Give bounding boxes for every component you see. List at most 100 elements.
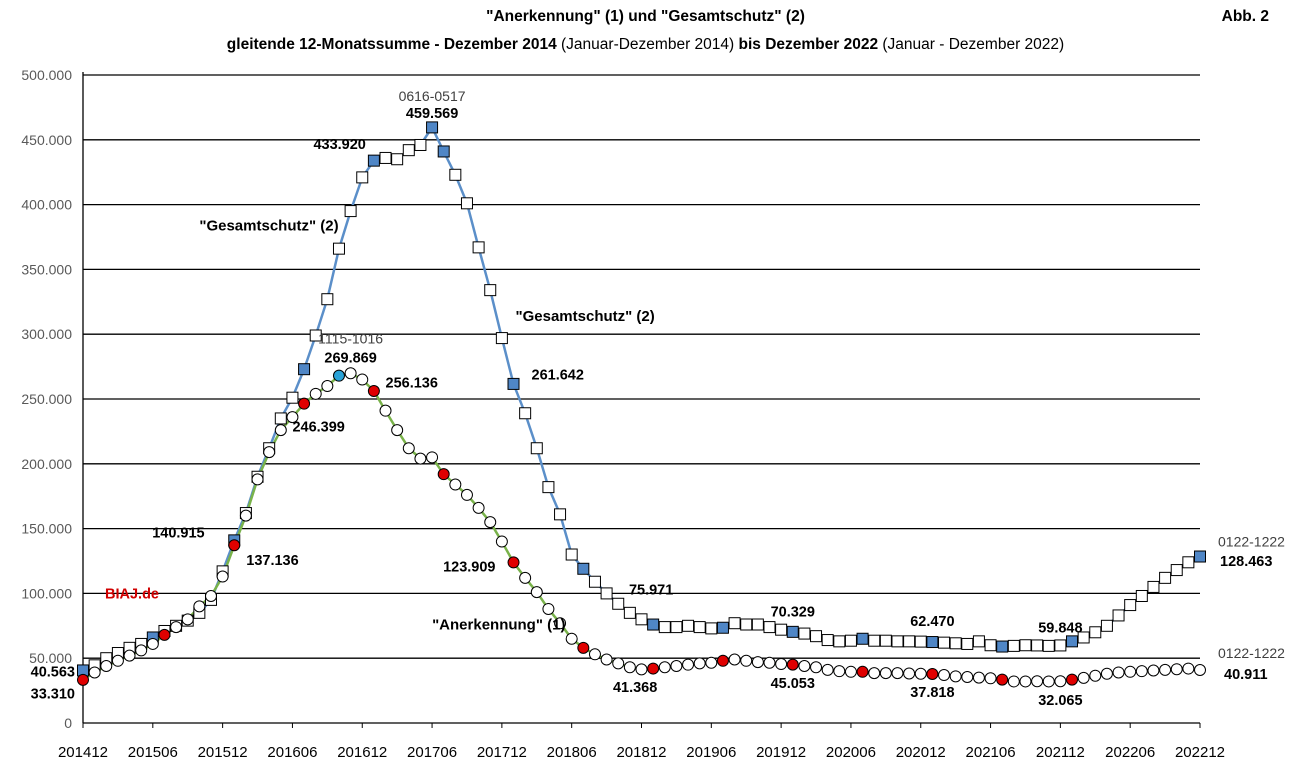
data-point-gesamtschutz (507, 377, 520, 390)
annotation-label: 70.329 (771, 605, 815, 621)
data-point-anerkennung (728, 653, 741, 666)
data-point-gesamtschutz (1054, 639, 1067, 652)
subtitle-part-2: (Januar-Dezember 2014) (556, 36, 735, 53)
data-point-gesamtschutz (705, 622, 718, 635)
data-point-gesamtschutz (484, 284, 497, 297)
data-point-gesamtschutz (949, 637, 962, 650)
data-point-anerkennung (344, 367, 357, 380)
data-point-anerkennung (751, 656, 764, 669)
data-point-anerkennung (647, 662, 660, 675)
data-point-gesamtschutz (332, 242, 345, 255)
data-point-anerkennung (844, 665, 857, 678)
x-tick-label: 201706 (407, 744, 457, 761)
annotation-label: "Gesamtschutz" (2) (516, 308, 655, 325)
data-point-gesamtschutz (938, 636, 951, 649)
data-point-gesamtschutz (321, 293, 334, 306)
annotation-label: 1115-1016 (318, 330, 383, 346)
data-point-anerkennung (1019, 675, 1032, 688)
x-tick-label: 201612 (337, 744, 387, 761)
annotation-label: 123.909 (443, 559, 495, 575)
data-point-gesamtschutz (728, 617, 741, 630)
y-tick-label: 450.000 (21, 132, 72, 148)
data-point-gesamtschutz (367, 154, 380, 167)
data-point-gesamtschutz (1135, 589, 1148, 602)
data-point-gesamtschutz (972, 635, 985, 648)
data-point-anerkennung (1170, 663, 1183, 676)
x-tick-label: 202112 (1036, 744, 1085, 761)
data-point-anerkennung (309, 387, 322, 400)
data-point-anerkennung (1007, 675, 1020, 688)
annotation-label: "Gesamtschutz" (2) (199, 218, 338, 235)
data-point-gesamtschutz (356, 171, 369, 184)
data-point-anerkennung (972, 671, 985, 684)
data-point-gesamtschutz (309, 329, 322, 342)
data-point-anerkennung (356, 373, 369, 386)
data-point-gesamtschutz (821, 634, 834, 647)
data-point-gesamtschutz (1124, 599, 1137, 612)
data-point-gesamtschutz (926, 636, 939, 649)
x-tick-label: 202206 (1105, 744, 1155, 761)
data-point-anerkennung (577, 641, 590, 654)
data-point-anerkennung (868, 667, 881, 680)
data-point-gesamtschutz (786, 625, 799, 638)
annotation-label: 0122-1222 (1218, 534, 1285, 550)
data-point-anerkennung (100, 659, 113, 672)
data-point-gesamtschutz (1194, 550, 1206, 563)
data-point-gesamtschutz (460, 197, 473, 210)
data-point-anerkennung (170, 621, 183, 634)
data-point-anerkennung (263, 446, 276, 459)
data-point-anerkennung (449, 478, 462, 491)
subtitle-part-3: bis Dezember 2022 (734, 36, 879, 53)
data-point-anerkennung (484, 516, 497, 529)
data-point-gesamtschutz (1077, 631, 1090, 644)
data-point-gesamtschutz (693, 621, 706, 634)
annotation-label: 59.848 (1038, 620, 1082, 636)
data-point-anerkennung (216, 570, 229, 583)
x-tick-label: 202212 (1175, 744, 1225, 761)
x-tick-label: 202006 (826, 744, 876, 761)
data-point-gesamtschutz (1031, 639, 1044, 652)
data-point-gesamtschutz (577, 562, 590, 575)
annotation-label: 33.310 (31, 686, 75, 702)
annotation-label: 459.569 (406, 106, 458, 122)
annotation-label: 75.971 (629, 583, 673, 599)
data-point-anerkennung (460, 488, 473, 501)
data-point-gesamtschutz (868, 634, 881, 647)
data-point-gesamtschutz (833, 635, 846, 648)
data-point-anerkennung (705, 656, 718, 669)
data-point-gesamtschutz (1007, 639, 1020, 652)
data-point-gesamtschutz (856, 632, 869, 645)
y-tick-label: 400.000 (21, 197, 72, 213)
x-tick-label: 201906 (686, 744, 736, 761)
data-point-anerkennung (158, 628, 171, 641)
data-point-gesamtschutz (495, 332, 508, 345)
data-point-gesamtschutz (391, 153, 404, 166)
y-tick-label: 0 (64, 715, 72, 731)
data-point-anerkennung (996, 673, 1009, 686)
data-point-gesamtschutz (286, 391, 299, 404)
annotation-label: 0616-0517 (399, 88, 466, 104)
data-point-anerkennung (763, 656, 776, 669)
data-point-anerkennung (775, 658, 788, 671)
data-point-anerkennung (507, 556, 520, 569)
data-point-anerkennung (891, 667, 904, 680)
data-point-anerkennung (1112, 666, 1125, 679)
data-point-anerkennung (402, 442, 415, 455)
data-point-gesamtschutz (891, 635, 904, 648)
annotation-label: 32.065 (1038, 693, 1082, 709)
data-point-gesamtschutz (1019, 639, 1032, 652)
x-tick-label: 201606 (267, 744, 317, 761)
x-tick-label: 201412 (58, 744, 108, 761)
data-point-anerkennung (1194, 663, 1206, 676)
data-point-anerkennung (1089, 669, 1102, 682)
data-point-anerkennung (204, 589, 217, 602)
data-point-gesamtschutz (914, 635, 927, 648)
data-point-anerkennung (833, 665, 846, 678)
data-point-anerkennung (414, 452, 427, 465)
data-point-anerkennung (740, 654, 753, 667)
data-point-gesamtschutz (1112, 609, 1125, 622)
x-tick-label: 202106 (966, 744, 1016, 761)
y-tick-label: 150.000 (21, 521, 72, 537)
y-tick-label: 350.000 (21, 261, 72, 277)
